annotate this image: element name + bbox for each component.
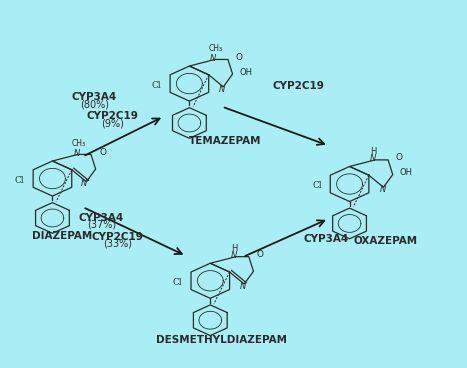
Text: N: N (231, 251, 237, 260)
Text: CH₃: CH₃ (72, 139, 86, 148)
Text: N: N (219, 85, 226, 93)
Text: CH₃: CH₃ (209, 44, 223, 53)
Text: O: O (256, 250, 263, 259)
Text: N: N (240, 282, 247, 291)
Text: CYP3A4: CYP3A4 (78, 213, 124, 223)
Text: H: H (370, 147, 376, 156)
Text: CYP2C19: CYP2C19 (273, 81, 325, 91)
Text: DESMETHYLDIAZEPAM: DESMETHYLDIAZEPAM (156, 335, 287, 345)
Text: Cl: Cl (173, 278, 183, 287)
Text: N: N (210, 54, 216, 63)
Text: O: O (99, 148, 106, 157)
Text: N: N (379, 185, 386, 194)
Text: (9%): (9%) (101, 118, 124, 128)
Text: N: N (81, 179, 87, 188)
Text: N: N (73, 149, 80, 158)
Text: H: H (231, 244, 237, 253)
Text: OH: OH (400, 168, 413, 177)
Text: CYP3A4: CYP3A4 (71, 92, 117, 102)
Text: Cl: Cl (312, 181, 322, 190)
Text: (37%): (37%) (87, 220, 116, 230)
Text: (33%): (33%) (103, 239, 132, 249)
Text: Cl: Cl (15, 176, 25, 185)
Text: (80%): (80%) (80, 99, 109, 109)
Text: N: N (370, 154, 376, 163)
Text: CYP2C19: CYP2C19 (92, 231, 143, 241)
Text: TEMAZEPAM: TEMAZEPAM (189, 136, 262, 146)
Text: Cl: Cl (152, 81, 162, 90)
Text: OH: OH (240, 68, 253, 77)
Text: CYP2C19: CYP2C19 (87, 111, 139, 121)
Text: OXAZEPAM: OXAZEPAM (354, 236, 418, 246)
Text: O: O (396, 153, 403, 162)
Text: O: O (235, 53, 242, 62)
Text: DIAZEPAM: DIAZEPAM (32, 231, 92, 241)
Text: CYP3A4: CYP3A4 (304, 234, 349, 244)
